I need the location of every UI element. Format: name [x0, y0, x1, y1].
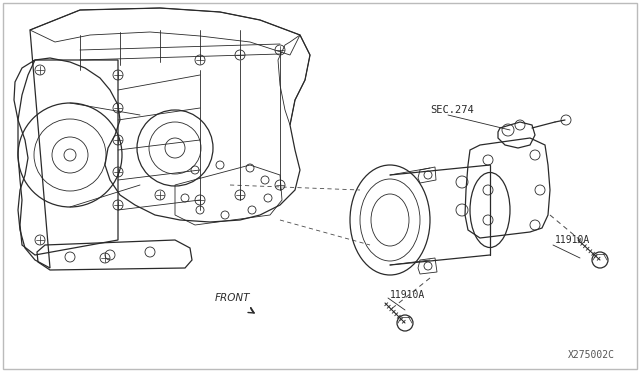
Text: 11910A: 11910A: [555, 235, 590, 245]
Text: SEC.274: SEC.274: [430, 105, 474, 115]
Text: X275002C: X275002C: [568, 350, 615, 360]
Text: FRONT: FRONT: [215, 293, 250, 303]
Text: 11910A: 11910A: [390, 290, 425, 300]
